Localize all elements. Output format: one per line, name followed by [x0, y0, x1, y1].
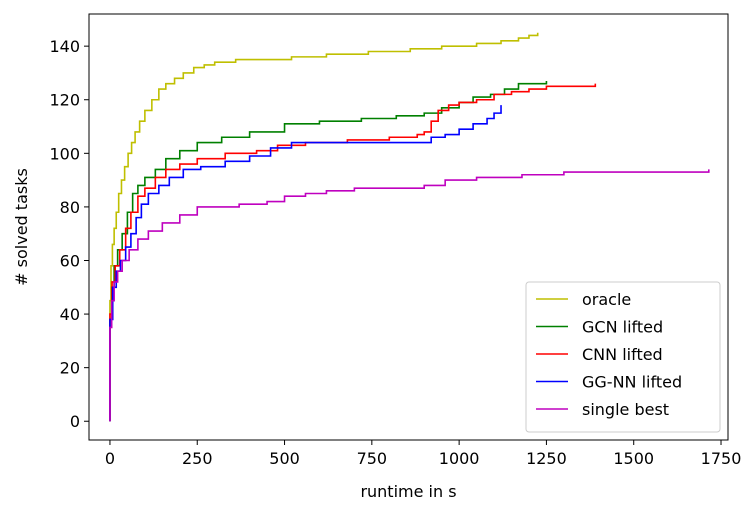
x-tick-label: 1500	[613, 449, 654, 468]
y-tick-label: 80	[60, 198, 80, 217]
x-tick-label: 500	[269, 449, 300, 468]
series-line-gcn-lifted	[109, 80, 548, 422]
y-tick-label: 0	[70, 412, 80, 431]
series-line-single-best	[109, 169, 710, 422]
legend-label-cnn-lifted: CNN lifted	[582, 345, 663, 364]
y-tick-label: 140	[49, 37, 80, 56]
x-tick-label: 1250	[526, 449, 567, 468]
series-layer	[109, 32, 710, 422]
y-tick-label: 60	[60, 251, 80, 270]
x-tick-label: 1000	[439, 449, 480, 468]
x-tick-label: 750	[357, 449, 388, 468]
series-line-oracle	[109, 32, 539, 422]
x-axis-label: runtime in s	[360, 482, 456, 501]
y-tick-label: 20	[60, 359, 80, 378]
axes-layer: 0 250 500 750 1000 1250 1500 1750 0 20 40 60 80 100 12…	[49, 13, 742, 468]
legend-label-oracle: oracle	[582, 290, 631, 309]
series-line-gg-nn-lifted	[109, 105, 502, 422]
legend-label-gcn-lifted: GCN lifted	[582, 318, 663, 337]
legend: oracle GCN lifted CNN lifted GG-NN lifted si…	[525, 281, 721, 433]
y-tick-label: 40	[60, 305, 80, 324]
legend-label-single-best: single best	[582, 400, 669, 419]
x-tick-label: 1750	[701, 449, 742, 468]
x-tick-label: 0	[105, 449, 115, 468]
y-tick-label: 100	[49, 144, 80, 163]
x-tick-label: 250	[182, 449, 213, 468]
legend-label-gg-nn-lifted: GG-NN lifted	[582, 373, 682, 392]
legend-box	[525, 281, 721, 433]
y-axis-label: # solved tasks	[12, 168, 31, 286]
axes-frame	[88, 13, 729, 441]
y-tick-label: 120	[49, 91, 80, 110]
